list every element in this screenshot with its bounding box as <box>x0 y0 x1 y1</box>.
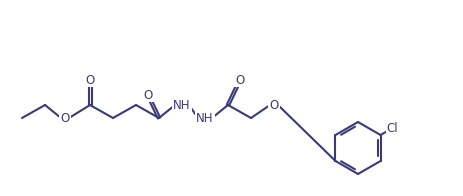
Text: O: O <box>85 74 94 86</box>
Text: O: O <box>235 74 244 86</box>
Text: O: O <box>60 112 69 124</box>
Text: O: O <box>144 89 153 102</box>
Text: NH: NH <box>173 99 191 112</box>
Text: Cl: Cl <box>387 122 399 134</box>
Text: O: O <box>269 99 279 112</box>
Text: NH: NH <box>196 112 214 124</box>
